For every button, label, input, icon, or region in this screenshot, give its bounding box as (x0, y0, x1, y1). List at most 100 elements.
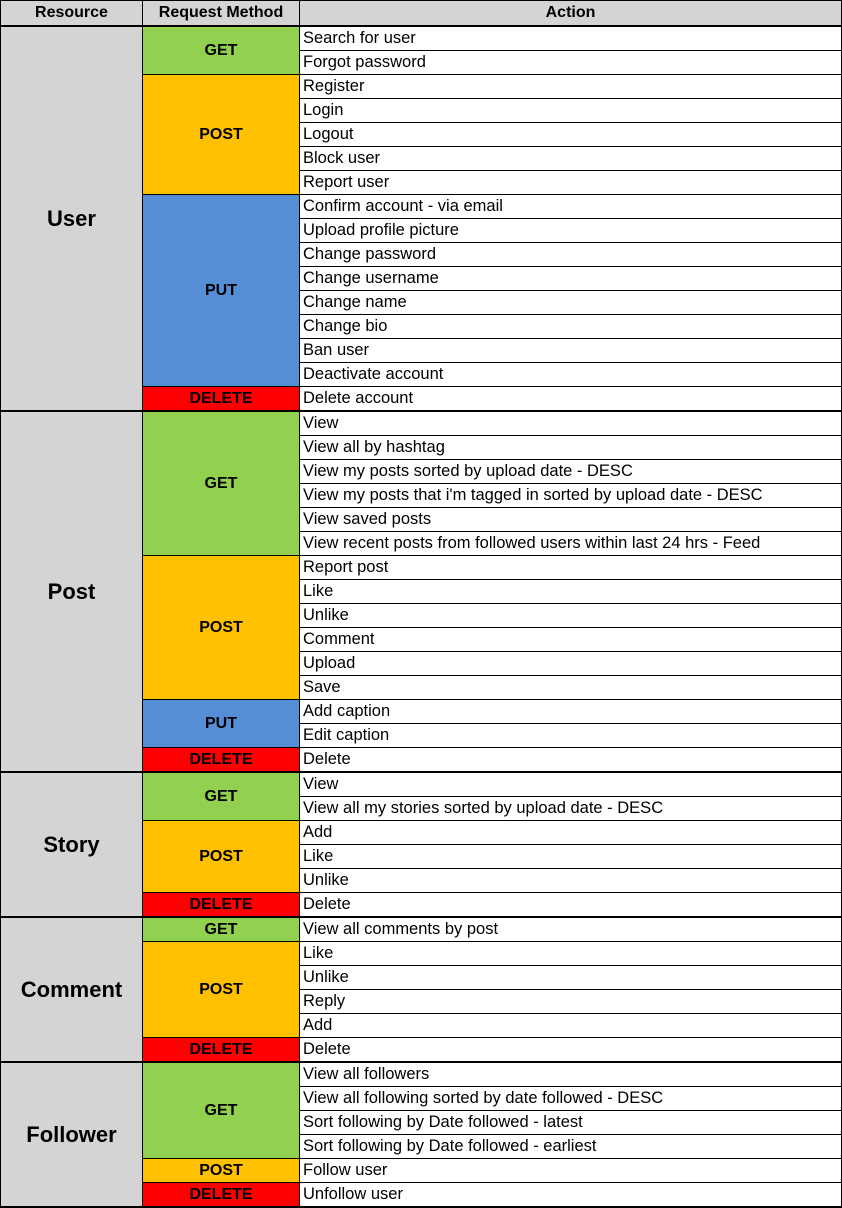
action-cell: Add (299, 1013, 842, 1038)
table-row: Unlike (1, 868, 842, 893)
action-cell: Reply (299, 989, 842, 1014)
method-badge-delete: DELETE (142, 1037, 300, 1063)
action-cell: View all my stories sorted by upload dat… (299, 796, 842, 821)
method-badge-delete: DELETE (142, 892, 300, 918)
method-badge-get: GET (142, 25, 300, 75)
action-cell: Follow user (299, 1158, 842, 1183)
table-row: Deactivate account (1, 362, 842, 387)
action-cell: View my posts sorted by upload date - DE… (299, 459, 842, 484)
table-row: Upload (1, 651, 842, 676)
resource-cell: Follower (0, 1061, 143, 1208)
table-row: Comment GET View all comments by post (0, 916, 842, 1063)
action-cell: Search for user (299, 25, 842, 51)
action-cell: Upload (299, 651, 842, 676)
action-cell: Change name (299, 290, 842, 315)
resource-cell: Story (0, 771, 143, 918)
table-row: Change password (1, 242, 842, 267)
action-cell: View recent posts from followed users wi… (299, 531, 842, 556)
table-row: Save (1, 675, 842, 700)
table-row: Change bio (1, 314, 842, 339)
method-badge-get: GET (142, 916, 300, 942)
action-cell: Forgot password (299, 50, 842, 75)
method-badge-delete: DELETE (142, 1182, 300, 1208)
table-row: Upload profile picture (1, 218, 842, 243)
action-cell: Unfollow user (299, 1182, 842, 1208)
method-badge-get: GET (142, 410, 300, 556)
action-cell: Change bio (299, 314, 842, 339)
table-header: Resource Request Method Action (0, 0, 842, 27)
table-row: View saved posts (1, 507, 842, 532)
method-badge-post: POST (142, 74, 300, 195)
action-cell: View (299, 410, 842, 436)
table-row: Report user (1, 170, 842, 195)
action-cell: Register (299, 74, 842, 99)
header-request-method: Request Method (142, 0, 300, 27)
method-badge-get: GET (142, 1061, 300, 1159)
action-cell: Delete (299, 1037, 842, 1063)
method-badge-delete: DELETE (142, 386, 300, 412)
action-cell: Login (299, 98, 842, 123)
table-row: Change name (1, 290, 842, 315)
action-cell: Add caption (299, 699, 842, 724)
action-cell: View my posts that i'm tagged in sorted … (299, 483, 842, 508)
action-cell: View saved posts (299, 507, 842, 532)
table-row: POST Add (1, 820, 842, 893)
header-resource: Resource (0, 0, 143, 27)
action-cell: Add (299, 820, 842, 845)
table-row: POST Register (1, 74, 842, 195)
table-row: View all by hashtag (1, 435, 842, 460)
table-row: Comment (1, 627, 842, 652)
action-cell: Unlike (299, 965, 842, 990)
table-row: PUT Add caption (1, 699, 842, 748)
table-row: Post GET View (0, 410, 842, 773)
method-badge-post: POST (142, 941, 300, 1038)
table-row: View all my stories sorted by upload dat… (1, 796, 842, 821)
action-cell: Like (299, 579, 842, 604)
table-row: View my posts sorted by upload date - DE… (1, 459, 842, 484)
action-cell: Delete (299, 747, 842, 773)
action-cell: Edit caption (299, 723, 842, 748)
resource-cell: Post (0, 410, 143, 773)
action-cell: Delete account (299, 386, 842, 412)
action-cell: Comment (299, 627, 842, 652)
action-cell: Unlike (299, 868, 842, 893)
table-row: Change username (1, 266, 842, 291)
table-body: User GET Search for user Forgot password POS… (0, 25, 842, 1208)
header-row: Resource Request Method Action (0, 0, 842, 27)
table-row: Forgot password (1, 50, 842, 75)
resource-cell: User (0, 25, 143, 412)
table-row: POST Follow user (1, 1158, 842, 1183)
action-cell: View all by hashtag (299, 435, 842, 460)
action-cell: Block user (299, 146, 842, 171)
action-cell: Save (299, 675, 842, 700)
table-row: Sort following by Date followed - earlie… (1, 1134, 842, 1159)
action-cell: Logout (299, 122, 842, 147)
action-cell: View all comments by post (299, 916, 842, 942)
resource-cell: Comment (0, 916, 143, 1063)
action-cell: Change password (299, 242, 842, 267)
table-row: User GET Search for user (0, 25, 842, 412)
action-cell: Report post (299, 555, 842, 580)
table-row: View all following sorted by date follow… (1, 1086, 842, 1111)
method-badge-post: POST (142, 555, 300, 700)
method-badge-delete: DELETE (142, 747, 300, 773)
table-row: POST Like (1, 941, 842, 1038)
table-row: View my posts that i'm tagged in sorted … (1, 483, 842, 508)
action-cell: View all followers (299, 1061, 842, 1087)
action-cell: Sort following by Date followed - earlie… (299, 1134, 842, 1159)
header-action: Action (299, 0, 842, 27)
method-badge-put: PUT (142, 194, 300, 387)
action-cell: Ban user (299, 338, 842, 363)
action-cell: Change username (299, 266, 842, 291)
table-row: Story GET View (0, 771, 842, 918)
table-row: Sort following by Date followed - latest (1, 1110, 842, 1135)
action-cell: Deactivate account (299, 362, 842, 387)
action-cell: Like (299, 844, 842, 869)
table-row: Edit caption (1, 723, 842, 748)
table-row: DELETE Unfollow user (1, 1182, 842, 1208)
action-cell: Upload profile picture (299, 218, 842, 243)
action-cell: Like (299, 941, 842, 966)
table-row: Block user (1, 146, 842, 171)
action-cell: Report user (299, 170, 842, 195)
